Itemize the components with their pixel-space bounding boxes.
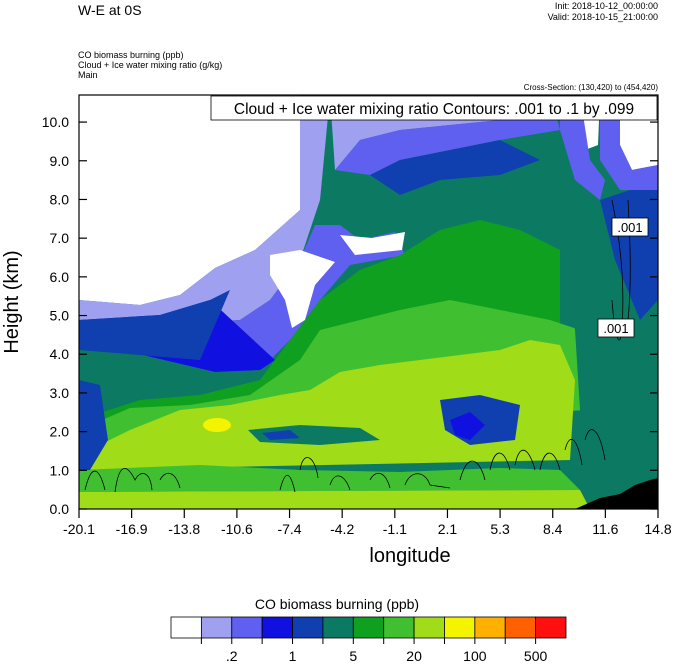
cross-section-label: Cross-Section: (130,420) to (454,420) <box>523 83 658 92</box>
colorbar-label: .2 <box>226 648 238 664</box>
colorbar-title: CO biomass burning (ppb) <box>254 596 420 612</box>
plot-title: W-E at 0S <box>78 2 142 18</box>
svg-text:.001: .001 <box>603 321 628 336</box>
colorbar: .2 1 5 20 100 500 <box>170 616 567 664</box>
x-tick-label: -1.1 <box>383 521 407 537</box>
x-tick-label: -20.1 <box>63 521 95 537</box>
colorbar-swatch <box>413 616 445 639</box>
x-tick-label: -13.8 <box>168 521 200 537</box>
y-tick-label: 3.0 <box>50 385 70 401</box>
field-list: CO biomass burning (ppb) Cloud + Ice wat… <box>78 50 222 80</box>
colorbar-swatch <box>200 616 233 639</box>
colorbar-swatch <box>231 616 263 639</box>
y-tick-label: 7.0 <box>50 230 70 246</box>
colorbar-swatch <box>474 616 506 639</box>
x-tick-label: 2.1 <box>438 521 458 537</box>
y-tick-label: 5.0 <box>50 308 70 324</box>
valid-time: Valid: 2018-10-15_21:00:00 <box>547 12 658 22</box>
colorbar-swatch <box>352 616 385 639</box>
colorbar-label: 100 <box>463 648 487 664</box>
y-axis: 0.0 1.0 2.0 3.0 4.0 5.0 6.0 7.0 8.0 9.0 10.0 <box>42 114 658 517</box>
x-tick-label: -7.4 <box>277 521 301 537</box>
init-time: Init: 2018-10-12_00:00:00 <box>554 1 658 11</box>
y-tick-label: 2.0 <box>50 424 70 440</box>
y-tick-label: 9.0 <box>50 153 70 169</box>
colorbar-swatch <box>444 616 476 639</box>
y-tick-label: 6.0 <box>50 269 70 285</box>
x-tick-label: 8.4 <box>543 521 563 537</box>
timestamp-block: Init: 2018-10-12_00:00:00 Valid: 2018-10… <box>548 1 658 23</box>
colorbar-label: 5 <box>349 648 357 664</box>
y-tick-label: 4.0 <box>50 346 70 362</box>
x-tick-label: -4.2 <box>330 521 354 537</box>
y-axis-label: Height (km) <box>1 250 23 353</box>
field-main: Main <box>78 70 98 80</box>
svg-text:.001: .001 <box>617 220 642 235</box>
field-cloud: Cloud + Ice water mixing ratio (g/kg) <box>78 60 223 70</box>
x-axis-label: longitude <box>369 545 450 567</box>
colorbar-swatch <box>504 616 537 639</box>
y-tick-label: 10.0 <box>42 114 69 130</box>
colorbar-swatch <box>535 616 567 639</box>
y-tick-label: 8.0 <box>50 191 70 207</box>
colorbar-swatch <box>383 616 415 639</box>
colorbar-swatch <box>170 616 202 639</box>
x-tick-label: 14.8 <box>644 521 671 537</box>
colorbar-label: 500 <box>524 648 548 664</box>
contour-info-text: Cloud + Ice water mixing ratio Contours:… <box>234 101 634 118</box>
x-tick-label: -16.9 <box>116 521 148 537</box>
x-tick-label: 5.3 <box>490 521 510 537</box>
x-tick-label: 11.6 <box>592 521 618 537</box>
y-tick-label: 0.0 <box>50 501 70 517</box>
colorbar-label: 1 <box>289 648 297 664</box>
colorbar-swatch <box>322 616 354 639</box>
y-tick-label: 1.0 <box>50 462 70 478</box>
colorbar-swatch <box>292 616 324 639</box>
x-axis: -20.1 -16.9 -13.8 -10.6 -7.4 -4.2 -1.1 2.1 5.3 8.… <box>63 509 672 537</box>
x-tick-label: -10.6 <box>221 521 253 537</box>
colorbar-swatch <box>261 616 293 639</box>
plot-frame <box>78 94 659 510</box>
colorbar-label: 20 <box>406 648 422 664</box>
contour-label-2: .001 <box>597 318 635 338</box>
heatmap-fill <box>79 95 658 509</box>
field-co: CO biomass burning (ppb) <box>78 50 184 60</box>
contour-info-box: Cloud + Ice water mixing ratio Contours:… <box>210 95 658 121</box>
contour-label-1: .001 <box>611 217 649 237</box>
